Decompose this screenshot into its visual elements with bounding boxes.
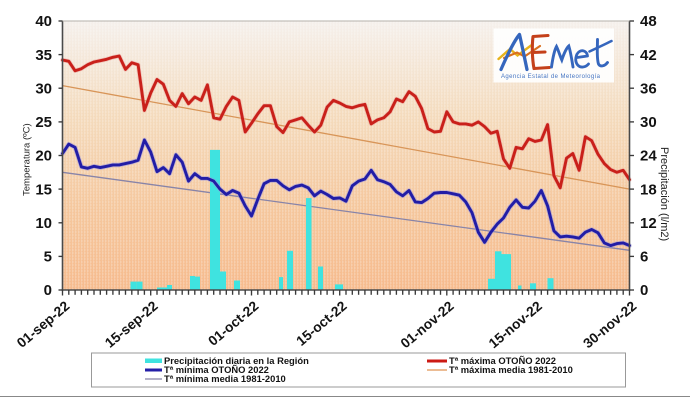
svg-text:48: 48 <box>640 13 657 30</box>
svg-text:Tª mínima OTOÑO 2022: Tª mínima OTOÑO 2022 <box>164 364 269 375</box>
svg-text:15: 15 <box>35 181 52 198</box>
svg-text:Precipitación diaria en la Reg: Precipitación diaria en la Región <box>164 355 309 366</box>
svg-text:24: 24 <box>640 148 657 165</box>
svg-text:Tª máxima OTOÑO 2022: Tª máxima OTOÑO 2022 <box>449 355 556 366</box>
svg-text:35: 35 <box>35 47 52 64</box>
svg-text:Agencia Estatal de Meteorologí: Agencia Estatal de Meteorología <box>501 74 601 80</box>
svg-text:30: 30 <box>640 114 657 131</box>
svg-text:Tª máxima media 1981-2010: Tª máxima media 1981-2010 <box>449 364 573 375</box>
svg-text:18: 18 <box>640 181 657 198</box>
svg-text:Precipitación (l/m2): Precipitación (l/m2) <box>658 147 670 241</box>
svg-text:36: 36 <box>640 81 657 98</box>
svg-text:Temperatura (ºC): Temperatura (ºC) <box>22 123 33 196</box>
svg-text:42: 42 <box>640 47 657 64</box>
svg-text:5: 5 <box>44 249 52 266</box>
svg-text:30: 30 <box>35 81 52 98</box>
svg-text:12: 12 <box>640 215 657 232</box>
svg-text:25: 25 <box>35 114 52 131</box>
svg-text:10: 10 <box>35 215 52 232</box>
svg-text:Tª mínima media 1981-2010: Tª mínima media 1981-2010 <box>164 373 286 384</box>
svg-text:6: 6 <box>640 249 648 266</box>
svg-text:40: 40 <box>35 13 52 30</box>
svg-text:0: 0 <box>640 282 648 299</box>
svg-text:20: 20 <box>35 148 52 165</box>
svg-text:0: 0 <box>44 282 52 299</box>
